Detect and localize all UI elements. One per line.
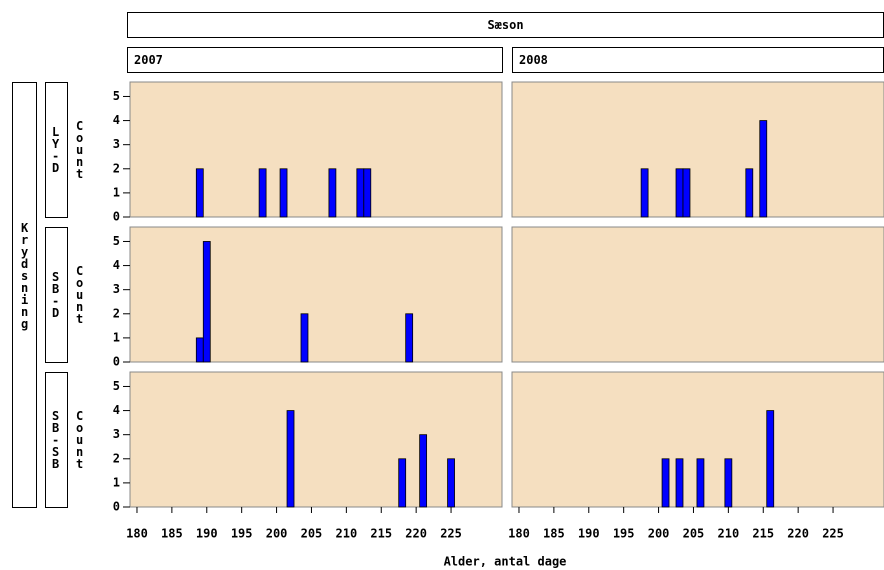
bar [447,458,455,508]
y-axis-label: Count [76,408,84,471]
bar [640,168,649,218]
x-tick-label: 210 [336,527,358,541]
bar [279,168,288,218]
column-label: 2008 [512,47,884,73]
bar [675,168,684,218]
y-tick-label: 1 [113,475,120,489]
x-tick-label: 215 [752,527,774,541]
bar [405,313,414,363]
bar [398,458,407,508]
y-tick-label: 0 [113,500,120,514]
bar [661,458,670,508]
row-header: Krydsning [21,221,29,331]
x-tick-label: 225 [822,527,844,541]
y-tick-label: 3 [113,137,120,151]
x-tick-label: 195 [613,527,635,541]
x-tick-label: 190 [196,527,218,541]
y-tick-label: 0 [113,210,120,224]
x-tick-label: 200 [648,527,670,541]
bar [258,168,267,218]
bar [682,168,691,218]
row-label: SB-SB [52,408,60,471]
x-tick-label: 185 [161,527,183,541]
bar [745,168,754,218]
column-label: 2007 [127,47,503,73]
bar [328,168,337,218]
x-tick-label: 210 [718,527,740,541]
x-tick-label: 220 [787,527,809,541]
bar [724,458,733,508]
bar [195,337,204,363]
bar [766,410,775,508]
x-tick-label: 225 [440,527,462,541]
x-tick-label: 190 [578,527,600,541]
row-label: SB-D [52,269,60,320]
bar [675,458,684,508]
y-tick-label: 1 [113,185,120,199]
x-tick-label: 195 [231,527,253,541]
x-tick-label: 185 [543,527,565,541]
y-tick-label: 0 [113,355,120,369]
bar [286,410,295,508]
y-tick-label: 3 [113,282,120,296]
panel [129,226,503,363]
bar [363,168,372,218]
y-tick-label: 2 [113,306,120,320]
row-header-box [12,82,37,508]
y-tick-label: 2 [113,451,120,465]
row-label: LY-D [52,124,60,175]
x-axis-label: Alder, antal dage [444,555,567,569]
bar [696,458,705,508]
bar [356,168,365,218]
row-label-box [45,372,68,508]
y-tick-label: 5 [113,234,120,248]
x-tick-label: 205 [301,527,323,541]
bar [419,434,428,508]
y-axis-label: Count [76,118,84,181]
panel [511,81,884,218]
bar [759,120,768,218]
x-tick-label: 205 [683,527,705,541]
y-tick-label: 1 [113,330,120,344]
column-header: Sæson [127,12,884,38]
y-tick-label: 5 [113,379,120,393]
y-tick-label: 5 [113,89,120,103]
y-tick-label: 3 [113,427,120,441]
y-tick-label: 2 [113,161,120,175]
x-tick-label: 180 [508,527,530,541]
x-tick-label: 215 [370,527,392,541]
x-tick-label: 220 [405,527,427,541]
y-axis-label: Count [76,263,84,326]
bar [195,168,204,218]
row-label-box [45,82,68,218]
row-label-box [45,227,68,363]
panel [129,81,503,218]
y-tick-label: 4 [113,258,120,272]
panel [511,226,884,363]
panel [129,371,503,508]
y-tick-label: 4 [113,113,120,127]
bar [202,241,211,363]
x-tick-label: 200 [266,527,288,541]
y-tick-label: 4 [113,403,120,417]
bar [300,313,309,363]
x-tick-label: 180 [126,527,148,541]
